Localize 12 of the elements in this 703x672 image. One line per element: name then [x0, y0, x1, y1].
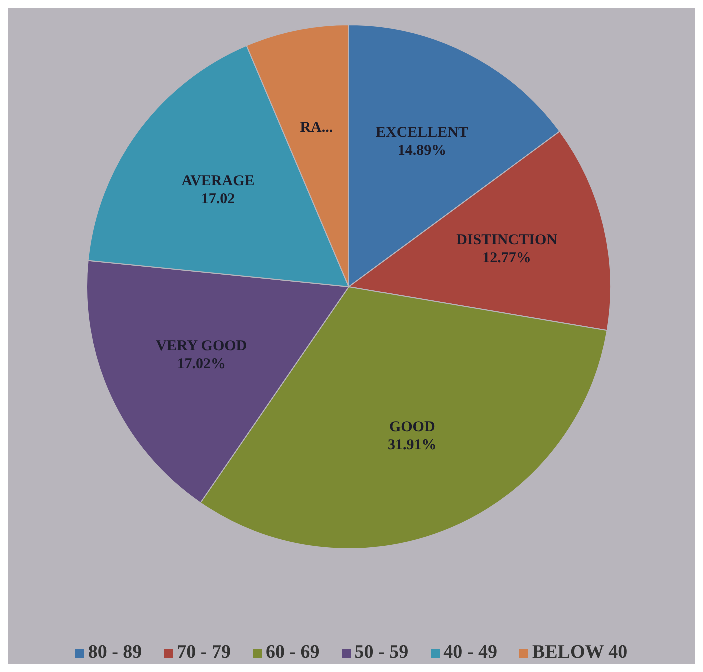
data-label: GOOD 31.91% — [388, 420, 437, 454]
data-label: VERY GOOD 17.02% — [156, 338, 248, 372]
data-label: AVERAGE 17.02 — [182, 174, 255, 208]
legend-label: 60 - 69 — [266, 642, 320, 664]
data-label: EXCELLENT 14.89% — [376, 125, 469, 160]
data-label: DISTINCTION 12.77% — [456, 232, 558, 266]
legend-label: 40 - 49 — [444, 642, 498, 664]
legend-label: 50 - 59 — [354, 642, 409, 664]
legend-label: BELOW 40 — [532, 642, 628, 664]
legend-label: 80 - 89 — [88, 642, 142, 664]
legend-label: 70 - 79 — [177, 642, 231, 664]
data-label: RA... — [300, 120, 334, 136]
